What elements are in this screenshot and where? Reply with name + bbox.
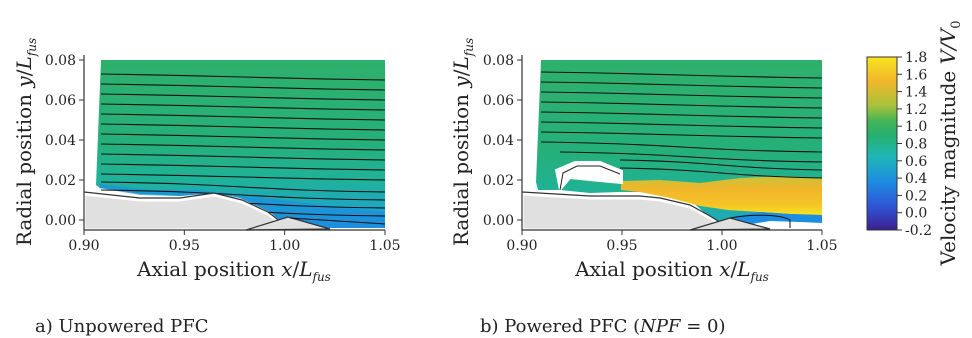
- streamline: [540, 131, 823, 139]
- y-tick-label: 0.06: [45, 93, 76, 109]
- jet-region: [621, 176, 822, 215]
- x-tick-label: 1.05: [369, 238, 400, 254]
- streamline: [619, 159, 823, 171]
- fuselage-outline: [521, 191, 732, 230]
- colorbar-tick-label: 0.6: [905, 154, 927, 170]
- x-tick-label: 1.00: [269, 238, 300, 254]
- y-tick-label: 0.08: [483, 53, 514, 69]
- y-tick-label: 0.08: [45, 53, 76, 69]
- streamline: [540, 141, 823, 153]
- colorbar-gradient: [866, 56, 898, 231]
- colorbar-tick-label: 1.8: [905, 50, 927, 66]
- y-tick-label: 0.02: [483, 173, 514, 189]
- colorbar-tick-label: 1.6: [905, 67, 927, 83]
- colorbar-tick-label: 0.4: [905, 171, 927, 187]
- streamline: [100, 83, 386, 91]
- streamline: [619, 167, 823, 179]
- y-tick-label: 0.02: [45, 173, 76, 189]
- colorbar-tick-label: 0.2: [905, 188, 927, 204]
- streamline: [540, 91, 823, 99]
- x-tick-label: 1.00: [706, 238, 737, 254]
- streamline: [540, 81, 823, 89]
- colorbar-ticks: 1.81.6 1.41.21.0 0.80.60.40.2 0.0-0.2: [897, 50, 932, 239]
- streamline: [100, 143, 386, 151]
- colorbar-tick-label: -0.2: [905, 223, 932, 239]
- colorbar-tick-label: 1.2: [905, 102, 927, 118]
- streamline: [540, 111, 823, 119]
- flow-field: [96, 60, 385, 228]
- tail-cone-line: [289, 217, 386, 225]
- streamline: [100, 93, 386, 101]
- x-tick-label: 0.95: [606, 238, 637, 254]
- y-tick-label: 0.04: [45, 133, 76, 149]
- fan-cowl-outline: [559, 165, 621, 191]
- streamline: [100, 189, 386, 201]
- streamline: [100, 123, 386, 131]
- streamline: [100, 153, 386, 161]
- low-speed-region: [99, 184, 385, 228]
- fan-cowl: [554, 161, 623, 193]
- panel-b-streamlines: [540, 71, 823, 179]
- colorbar-tick-label: 1.4: [905, 85, 927, 101]
- colorbar-tick-label: 1.0: [905, 119, 927, 135]
- streamline: [100, 163, 386, 171]
- colorbar-tick-label: 0.0: [905, 206, 927, 222]
- colorbar: 1.81.6 1.41.21.0 0.80.60.40.2 0.0-0.2 Veloc…: [866, 21, 964, 267]
- wake-streamline: [729, 214, 791, 228]
- caption-b: b) Powered PFC (NPF = 0): [480, 316, 726, 337]
- x-tick-label: 0.90: [68, 238, 99, 254]
- streamline: [100, 181, 386, 193]
- caption-a: a) Unpowered PFC: [35, 316, 209, 337]
- panel-b-field: [536, 60, 822, 230]
- streamline: [100, 133, 386, 141]
- panel-a: 0.90 0.95 1.00 1.05 0.00 0.02 0.04 0.06 0.08 Axi…: [12, 38, 401, 284]
- streamline: [540, 71, 823, 79]
- colorbar-tick-label: 0.8: [905, 137, 927, 153]
- fuselage-outline: [83, 191, 291, 230]
- y-tick-label: 0.00: [483, 213, 514, 229]
- y-axis-label: Radial position y/Lfus: [12, 38, 39, 246]
- x-axis-label: Axial position x/Lfus: [574, 257, 769, 284]
- streamline: [100, 73, 386, 81]
- colorbar-label: Velocity magnitude V/V0: [936, 21, 964, 267]
- streamline: [100, 173, 386, 181]
- panel-b-ticks: 0.90 0.95 1.00 1.05 0.00 0.02 0.04 0.06 0.08: [483, 53, 838, 254]
- x-tick-label: 0.90: [506, 238, 537, 254]
- x-tick-label: 1.05: [806, 238, 837, 254]
- streamline: [540, 121, 823, 129]
- streamline: [100, 113, 386, 121]
- y-tick-label: 0.06: [483, 93, 514, 109]
- streamline: [100, 103, 386, 111]
- x-tick-label: 0.95: [169, 238, 200, 254]
- streamline: [540, 101, 823, 109]
- panel-a-streamlines: [100, 73, 386, 217]
- panel-a-ticks: 0.90 0.95 1.00 1.05 0.00 0.02 0.04 0.06 0.08: [45, 53, 401, 254]
- y-axis-label: Radial position y/Lfus: [449, 38, 476, 246]
- y-tick-label: 0.04: [483, 133, 514, 149]
- panel-a-field: [96, 60, 385, 228]
- panel-b: 0.90 0.95 1.00 1.05 0.00 0.02 0.04 0.06 0.08 Axi…: [449, 38, 838, 284]
- streamline: [559, 151, 823, 163]
- y-tick-label: 0.00: [45, 213, 76, 229]
- x-axis-label: Axial position x/Lfus: [136, 257, 331, 284]
